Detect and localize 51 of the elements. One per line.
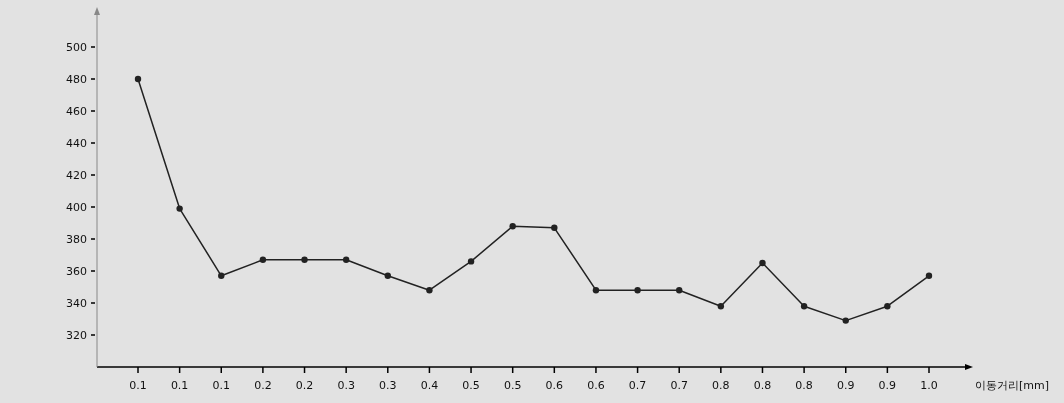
y-tick-label: 320 [66,329,87,342]
point [592,287,600,294]
point [884,303,891,310]
x-tick-label: 0.9 [836,379,855,392]
x-tick-label: 0.8 [712,379,730,392]
x-tick-label: 0.9 [878,379,897,392]
x-tick-label: 0.2 [254,379,272,392]
x-tick-label: 0.6 [587,379,605,392]
y-tick-label: 340 [66,297,87,310]
point [218,272,225,279]
x-tick-label: 0.3 [379,379,397,392]
point [759,259,766,267]
x-tick-label: 0.7 [670,379,688,392]
point [634,287,641,294]
y-tick-label: 420 [66,169,87,182]
y-tick-label: 500 [66,41,87,54]
x-tick-label: 0.8 [753,379,772,392]
x-tick-label: 0.7 [628,379,647,392]
x-tick-label: 0.4 [420,379,439,392]
point [384,272,391,279]
point [509,223,516,230]
y-tick-label: 360 [66,265,87,278]
y-tick-label: 400 [66,201,87,214]
x-axis-title: 이동거리[mm] [975,379,1050,392]
x-tick-label: 0.5 [503,379,522,392]
x-tick-label: 0.6 [545,379,564,392]
x-tick-label: 0.1 [129,379,147,392]
point [717,303,725,310]
point [551,224,558,231]
point [800,303,808,310]
point [342,256,350,263]
x-tick-label: 0.1 [212,379,231,392]
point [134,75,142,83]
x-tick-label: 0.5 [462,379,480,392]
x-tick-label: 0.8 [795,379,813,392]
point [426,287,433,294]
x-tick-label: 0.2 [295,379,314,392]
point [176,205,183,212]
y-tick-label: 480 [66,73,87,86]
point [467,258,475,265]
x-tick-label: 1.0 [920,379,938,392]
x-tick-label: 0.1 [170,379,189,392]
point [925,272,933,279]
x-tick-label: 0.3 [337,379,355,392]
point [259,256,267,263]
point [301,256,308,263]
y-tick-label: 440 [66,137,87,150]
point [842,317,849,324]
y-tick-label: 380 [66,233,87,246]
y-tick-label: 460 [66,105,87,118]
point [676,287,683,294]
